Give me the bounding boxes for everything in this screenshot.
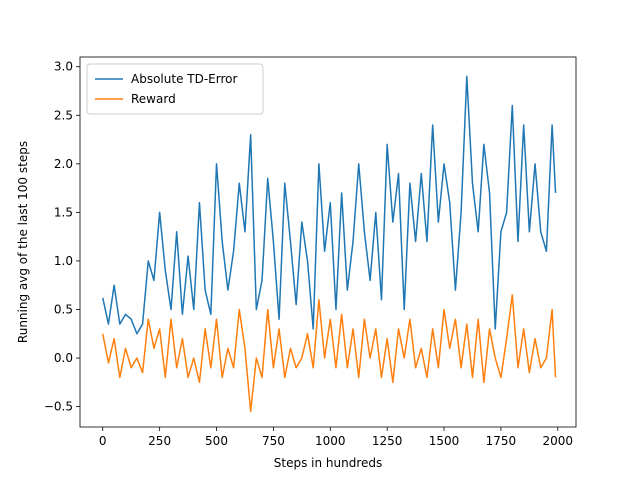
plot-frame <box>79 56 577 428</box>
y-tick-label: 2.5 <box>54 108 73 122</box>
x-tick-label: 0 <box>99 434 107 448</box>
x-tick-label: 1000 <box>315 434 346 448</box>
legend: Absolute TD-Error Reward <box>86 63 264 115</box>
x-tick-label: 750 <box>262 434 285 448</box>
y-tick-label: −0.5 <box>44 400 73 414</box>
x-tick-label: 2000 <box>543 434 574 448</box>
y-tick-label: 2.0 <box>54 157 73 171</box>
legend-label: Reward <box>131 92 176 106</box>
y-tick-label: 3.0 <box>54 60 73 74</box>
legend-label: Absolute TD-Error <box>131 72 237 86</box>
x-tick-label: 1250 <box>372 434 403 448</box>
data-line <box>102 294 557 413</box>
y-tick-label: 1.5 <box>54 205 73 219</box>
y-tick-label: 0.0 <box>54 351 73 365</box>
data-line <box>102 75 557 335</box>
x-axis-label: Steps in hundreds <box>274 456 383 470</box>
y-tick-label: 1.0 <box>54 254 73 268</box>
x-tick-label: 500 <box>205 434 228 448</box>
legend-box <box>86 63 264 115</box>
x-tick-label: 250 <box>148 434 171 448</box>
x-tick-label: 1500 <box>429 434 460 448</box>
x-tick-label: 1750 <box>486 434 517 448</box>
y-tick-label: 0.5 <box>54 302 73 316</box>
y-axis-label: Running avg of the last 100 steps <box>16 141 30 343</box>
